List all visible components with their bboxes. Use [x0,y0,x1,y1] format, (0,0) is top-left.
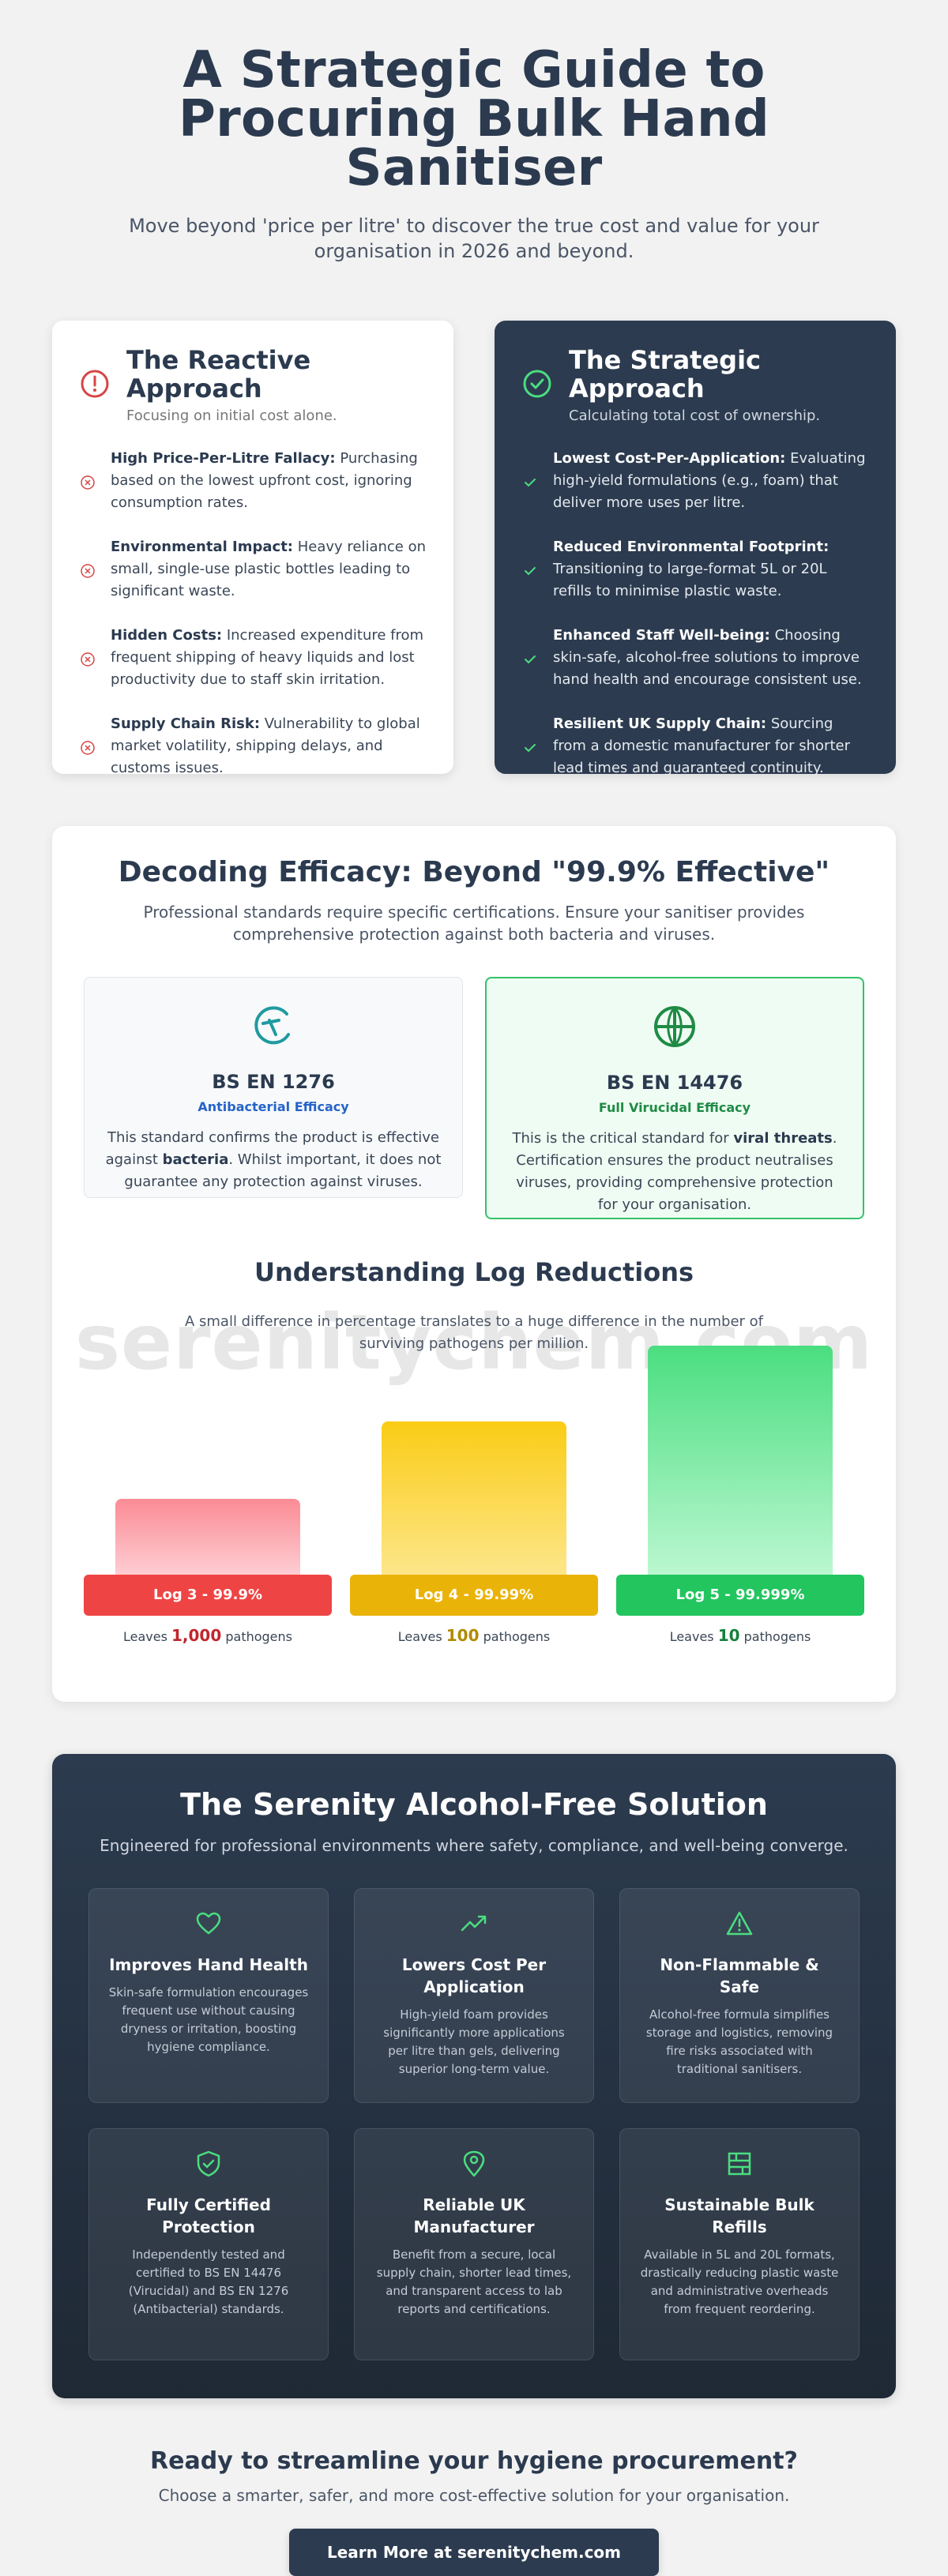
efficacy-intro: Professional standards require specific … [143,903,805,944]
solution-title: The Serenity Alcohol-Free Solution [180,1787,768,1822]
standard-code: BS EN 1276 [212,1071,335,1093]
list-item: Enhanced Staff Well-being: Choosing skin… [521,625,869,691]
list-item: Lowest Cost-Per-Application: Evaluating … [521,448,869,514]
list-item: High Price-Per-Litre Fallacy: Purchasing… [79,448,427,514]
bar-log5 [648,1346,833,1575]
reactive-approach-card: The Reactive Approach Focusing on initia… [52,321,453,776]
warning-triangle-icon [726,1911,753,1936]
list-item: Reduced Environmental Footprint: Transit… [521,536,869,603]
bar-column-log5: Log 5 - 99.999% Leaves 10 pathogens [616,1346,864,1671]
log-reductions-title: Understanding Log Reductions [254,1257,694,1287]
trending-up-icon [461,1915,487,1932]
checkmark-icon [525,744,536,753]
alert-circle-icon [81,370,109,398]
efficacy-title: Decoding Efficacy: Beyond "99.9% Effecti… [118,856,830,888]
strategic-approach-card: The Strategic Approach Calculating total… [495,321,896,776]
strategic-subtitle: Calculating total cost of ownership. [569,407,821,424]
page-title: A Strategic Guide to Procuring Bulk Hand… [178,41,770,197]
feature-card: Lowers Cost Per Application High-yield f… [354,1888,594,2103]
bar-column-log4: Log 4 - 99.99% Leaves 100 pathogens [350,1363,598,1671]
learn-more-button[interactable]: Learn More at serenitychem.com [289,2529,659,2576]
container-icon [728,2152,751,2176]
bar-label: Log 4 - 99.99% [350,1575,598,1616]
strategic-list: Lowest Cost-Per-Application: Evaluating … [521,448,869,779]
solution-section: The Serenity Alcohol-Free Solution Engin… [52,1754,896,2398]
checkmark-icon [525,567,536,576]
cta-title: Ready to streamline your hygiene procure… [150,2447,798,2475]
x-circle-icon [81,652,95,667]
bar-leaves: Leaves 10 pathogens [669,1626,811,1645]
bar-log3 [115,1499,300,1575]
standard-card-en14476: BS EN 14476 Full Virucidal Efficacy This… [485,977,864,1219]
cta-section: Ready to streamline your hygiene procure… [52,2447,896,2576]
checkmark-icon [525,655,536,664]
check-circle-icon [523,370,551,398]
checkmark-icon [525,479,536,487]
x-circle-icon [81,741,95,755]
solution-intro: Engineered for professional environments… [100,1836,848,1855]
bar-label: Log 5 - 99.999% [616,1575,864,1616]
standard-desc: This is the critical standard for viral … [512,1130,837,1213]
standard-desc: This standard confirms the product is ef… [105,1129,442,1190]
list-item: Environmental Impact: Heavy reliance on … [79,536,427,603]
bar-log4 [382,1421,566,1575]
x-circle-icon [81,564,95,578]
bar-label: Log 3 - 99.9% [84,1575,332,1616]
log-reduction-bars: Log 3 - 99.9% Leaves 1,000 pathogens Log… [84,1346,864,1671]
reactive-subtitle: Focusing on initial cost alone. [126,407,337,424]
cta-subtitle: Choose a smarter, safer, and more cost-e… [158,2486,790,2505]
shield-check-icon [197,2150,220,2177]
feature-grid: Improves Hand Health Skin-safe formulati… [88,1888,860,2360]
list-item: Hidden Costs: Increased expenditure from… [79,625,427,691]
map-pin-icon [463,2150,485,2177]
bacteria-icon [254,1006,290,1045]
log-reductions-intro: A small difference in percentage transla… [184,1313,764,1352]
feature-card: Sustainable Bulk Refills Available in 5L… [619,2128,860,2360]
reactive-list: High Price-Per-Litre Fallacy: Purchasing… [79,448,427,779]
feature-card: Fully Certified Protection Independently… [88,2128,329,2360]
reactive-title: The Reactive Approach [126,345,311,404]
page-subtitle: Move beyond 'price per litre' to discove… [129,215,819,262]
bar-column-log3: Log 3 - 99.9% Leaves 1,000 pathogens [84,1363,332,1671]
bar-leaves: Leaves 100 pathogens [397,1626,551,1645]
list-item: Resilient UK Supply Chain: Sourcing from… [521,713,869,779]
standard-card-en1276: BS EN 1276 Antibacterial Efficacy This s… [84,977,463,1198]
standard-tag: Antibacterial Efficacy [198,1099,349,1114]
heart-icon [196,1912,221,1935]
strategic-title: The Strategic Approach [569,345,762,404]
efficacy-section: Decoding Efficacy: Beyond "99.9% Effecti… [52,826,896,1702]
standard-code: BS EN 14476 [606,1072,743,1094]
globe-icon [654,1006,695,1047]
approach-comparison: The Reactive Approach Focusing on initia… [52,321,896,776]
list-item: Supply Chain Risk: Vulnerability to glob… [79,713,427,779]
bar-leaves: Leaves 1,000 pathogens [122,1626,292,1645]
feature-card: Reliable UK Manufacturer Benefit from a … [354,2128,594,2360]
feature-card: Non-Flammable & Safe Alcohol-free formul… [619,1888,860,2103]
hero: A Strategic Guide to Procuring Bulk Hand… [52,0,896,264]
feature-card: Improves Hand Health Skin-safe formulati… [88,1888,329,2103]
x-circle-icon [81,475,95,490]
standard-tag: Full Virucidal Efficacy [598,1100,751,1115]
